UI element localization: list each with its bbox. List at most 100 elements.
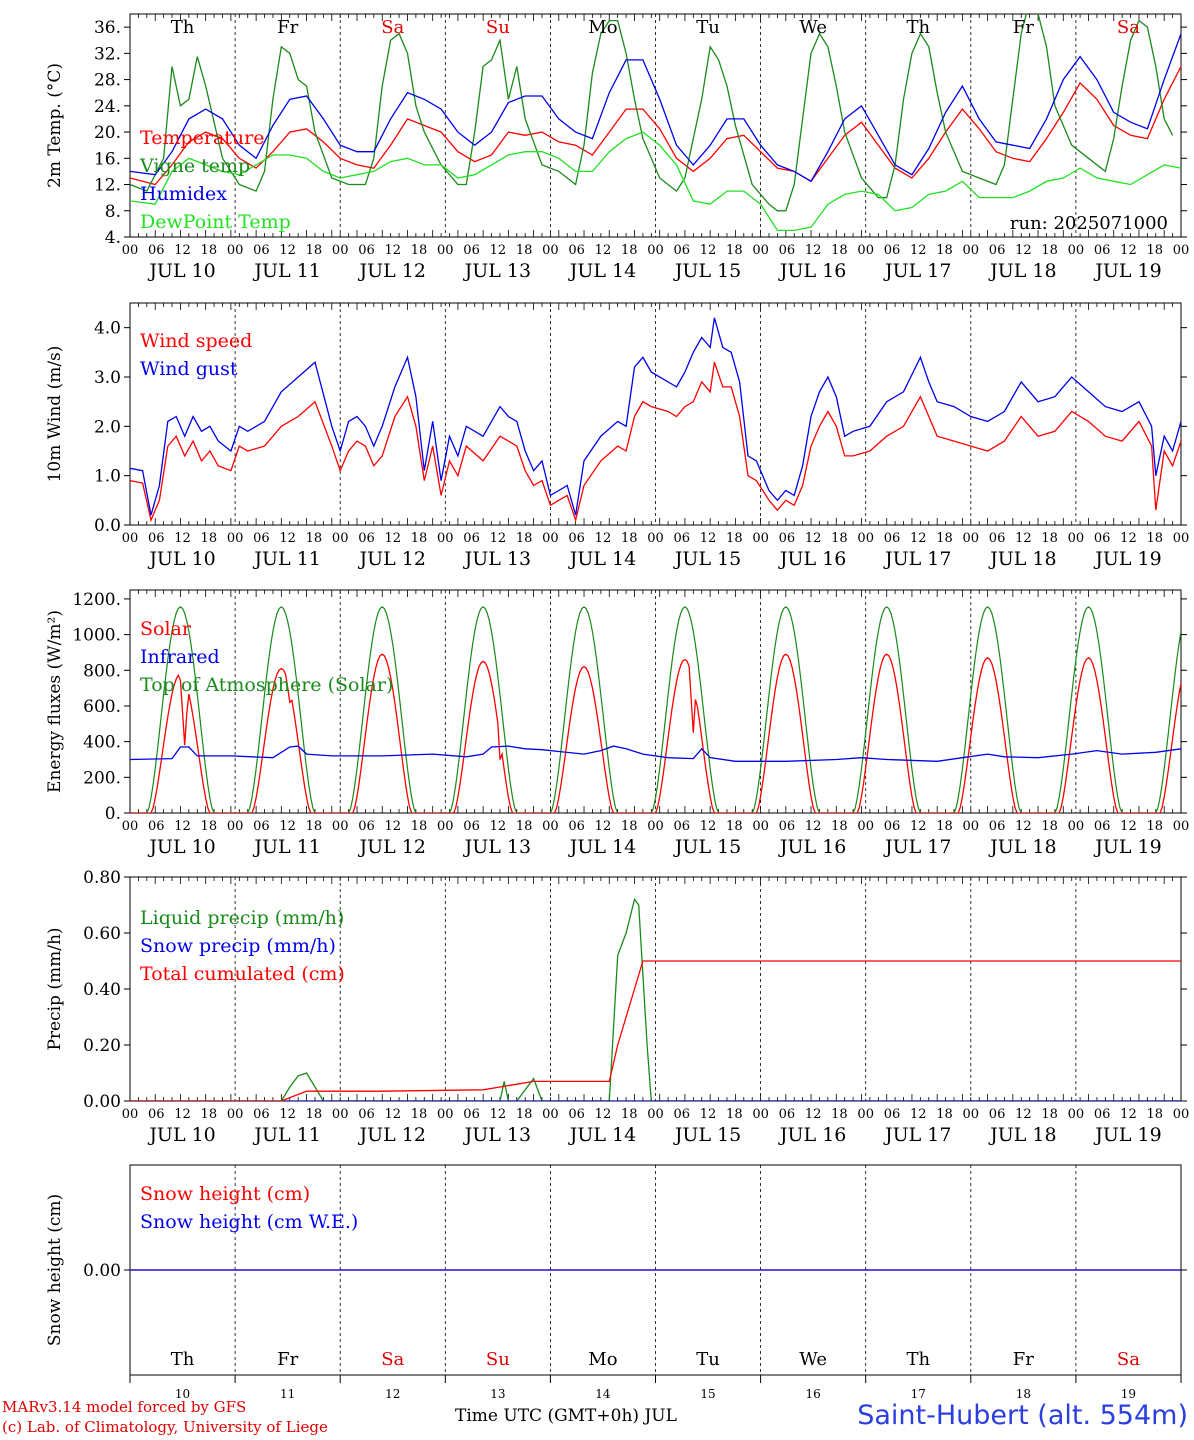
legend-entry: Liquid precip (mm/h) [140, 907, 344, 929]
hour-tick-label: 12 [384, 243, 401, 258]
hour-tick-label: 12 [490, 243, 507, 258]
hour-tick-label: 12 [1120, 1107, 1137, 1122]
legend-entry: Snow height (cm) [140, 1183, 310, 1205]
series-group [130, 317, 1181, 523]
hour-tick-label: 18 [201, 531, 218, 546]
date-label: JUL 16 [778, 1124, 846, 1146]
hour-tick-label: 06 [884, 243, 901, 258]
hour-tick-label: 18 [831, 819, 848, 834]
hour-tick-label: 00 [122, 819, 139, 834]
hour-tick-label: 00 [437, 819, 454, 834]
y-tick-label: 20. [94, 123, 121, 143]
hour-tick-label: 18 [831, 243, 848, 258]
hour-tick-label: 00 [227, 531, 244, 546]
hour-tick-label: 00 [647, 1107, 664, 1122]
date-label: JUL 18 [988, 548, 1056, 570]
hour-tick-label: 00 [227, 1107, 244, 1122]
hour-tick-label: 12 [384, 819, 401, 834]
panel-2 [124, 302, 1187, 526]
date-label: JUL 18 [988, 1124, 1056, 1146]
legend-entry: Infrared [140, 646, 220, 668]
hour-tick-label: 18 [831, 1107, 848, 1122]
hour-tick-label: 06 [779, 819, 796, 834]
weekday-label-top: Fr [1013, 17, 1034, 38]
y-tick-label: 800. [83, 661, 121, 681]
weekday-label-bottom: Th [171, 1349, 195, 1370]
hour-tick-label: 12 [279, 531, 296, 546]
hour-tick-label: 12 [279, 243, 296, 258]
date-label: JUL 17 [883, 1124, 951, 1146]
hour-tick-label: 12 [805, 819, 822, 834]
hour-tick-label: 06 [148, 243, 165, 258]
hour-tick-label: 06 [989, 243, 1006, 258]
y-tick-label: 600. [83, 697, 121, 717]
hour-tick-label: 18 [201, 819, 218, 834]
hour-tick-label: 12 [700, 243, 717, 258]
hour-tick-label: 00 [1173, 819, 1190, 834]
date-label: JUL 12 [358, 1124, 426, 1146]
hour-tick-label: 12 [595, 531, 612, 546]
y-tick-label: 1200. [72, 590, 121, 610]
hour-tick-label: 00 [122, 243, 139, 258]
hour-tick-label: 12 [174, 531, 191, 546]
hour-tick-label: 06 [358, 1107, 375, 1122]
hour-tick-label: 18 [201, 243, 218, 258]
legend-entry: Wind speed [140, 330, 252, 352]
hour-tick-label: 18 [621, 531, 638, 546]
hour-tick-label: 18 [1146, 819, 1163, 834]
weekday-label-top: Tu [696, 17, 720, 38]
day-number-label: 12 [385, 1387, 400, 1401]
date-label: JUL 10 [147, 548, 215, 570]
hour-tick-label: 12 [1120, 531, 1137, 546]
hour-tick-label: 00 [1068, 531, 1085, 546]
y-tick-label: 0.20 [83, 1036, 121, 1056]
legend-entry: DewPoint Temp [140, 211, 291, 233]
hour-tick-label: 00 [227, 819, 244, 834]
hour-tick-label: 12 [805, 1107, 822, 1122]
y-tick-label: 24. [94, 97, 121, 117]
weekday-label-bottom: Su [486, 1349, 510, 1370]
weekday-label-top: We [799, 17, 827, 38]
hour-tick-label: 06 [568, 243, 585, 258]
panel-3 [124, 589, 1187, 814]
hour-tick-label: 00 [752, 243, 769, 258]
hour-tick-label: 18 [516, 819, 533, 834]
series-line-green [130, 14, 1174, 212]
hour-tick-label: 06 [989, 819, 1006, 834]
hour-tick-label: 00 [857, 531, 874, 546]
date-label: JUL 10 [147, 1124, 215, 1146]
hour-tick-label: 00 [963, 1107, 980, 1122]
weekday-label-top: Sa [381, 17, 404, 38]
hour-tick-label: 18 [621, 1107, 638, 1122]
hour-tick-label: 12 [1015, 1107, 1032, 1122]
hour-tick-label: 18 [1146, 531, 1163, 546]
hour-tick-label: 18 [1041, 1107, 1058, 1122]
hour-tick-label: 18 [936, 243, 953, 258]
hour-tick-label: 00 [857, 819, 874, 834]
hour-tick-label: 00 [227, 243, 244, 258]
station-title: Saint-Hubert (alt. 554m) [857, 1400, 1188, 1431]
hour-tick-label: 06 [884, 531, 901, 546]
hour-tick-label: 06 [148, 531, 165, 546]
hour-tick-label: 18 [516, 531, 533, 546]
date-label: JUL 18 [988, 260, 1056, 282]
y-axis-label: Precip (mm/h) [45, 927, 65, 1050]
hour-tick-label: 18 [726, 243, 743, 258]
y-tick-label: 16. [94, 149, 121, 169]
hour-tick-label: 06 [884, 819, 901, 834]
hour-tick-label: 00 [542, 531, 559, 546]
hour-tick-label: 00 [963, 243, 980, 258]
weekday-label-top: Fr [277, 17, 298, 38]
y-tick-label: 3.0 [94, 368, 121, 388]
hour-tick-label: 18 [411, 243, 428, 258]
date-label: JUL 14 [568, 548, 636, 570]
legend-entry: Snow height (cm W.E.) [140, 1211, 358, 1233]
weekday-label-top: Sa [1117, 17, 1140, 38]
hour-tick-label: 06 [674, 531, 691, 546]
hour-tick-label: 18 [306, 243, 323, 258]
weekday-label-top: Mo [588, 17, 617, 38]
legend-entry: Snow precip (mm/h) [140, 935, 336, 957]
day-number-label: 16 [806, 1387, 821, 1401]
hour-tick-label: 12 [910, 531, 927, 546]
